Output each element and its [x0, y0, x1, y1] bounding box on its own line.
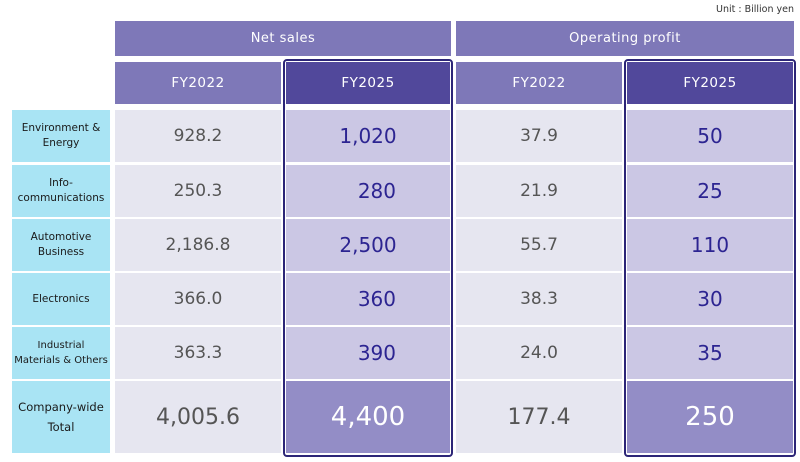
net-sales-fy2025-header: FY2025 — [286, 62, 450, 104]
operating-profit-header: Operating profit — [456, 21, 794, 56]
net-sales-fy2025-value: 360 — [286, 273, 450, 325]
row-label: Industrial Materials & Others — [12, 327, 110, 379]
operating-profit-fy2025-value: 35 — [627, 327, 793, 379]
net-sales-fy2022-header: FY2022 — [115, 62, 281, 104]
net-sales-fy2025-value: 1,020 — [286, 110, 450, 162]
total-net-sales-fy2025-value: 4,400 — [286, 381, 450, 453]
row-label: Info-communications — [12, 165, 110, 217]
operating-profit-fy2025-value: 25 — [627, 165, 793, 217]
operating-profit-fy2022-value: 21.9 — [456, 165, 622, 217]
net-sales-fy2022-value: 363.3 — [115, 327, 281, 379]
net-sales-header: Net sales — [115, 21, 451, 56]
row-label: Automotive Business — [12, 219, 110, 271]
net-sales-fy2022-value: 250.3 — [115, 165, 281, 217]
operating-profit-fy2022-value: 37.9 — [456, 110, 622, 162]
operating-profit-fy2025-header: FY2025 — [627, 62, 793, 104]
total-operating-profit-fy2025-value: 250 — [627, 381, 793, 453]
net-sales-fy2025-value: 280 — [286, 165, 450, 217]
operating-profit-fy2025-value: 110 — [627, 219, 793, 271]
operating-profit-fy2025-value: 30 — [627, 273, 793, 325]
operating-profit-fy2022-value: 38.3 — [456, 273, 622, 325]
row-label: Electronics — [12, 273, 110, 325]
operating-profit-fy2025-value: 50 — [627, 110, 793, 162]
total-operating-profit-fy2022-value: 177.4 — [456, 381, 622, 453]
net-sales-fy2025-value: 2,500 — [286, 219, 450, 271]
net-sales-fy2022-value: 2,186.8 — [115, 219, 281, 271]
total-row-label: Company-wide Total — [12, 381, 110, 453]
net-sales-fy2025-value: 390 — [286, 327, 450, 379]
row-label: Environment & Energy — [12, 110, 110, 162]
operating-profit-fy2022-value: 55.7 — [456, 219, 622, 271]
operating-profit-fy2022-header: FY2022 — [456, 62, 622, 104]
total-net-sales-fy2022-value: 4,005.6 — [115, 381, 281, 453]
net-sales-fy2022-value: 366.0 — [115, 273, 281, 325]
unit-label: Unit : Billion yen — [716, 4, 794, 15]
operating-profit-fy2022-value: 24.0 — [456, 327, 622, 379]
net-sales-fy2022-value: 928.2 — [115, 110, 281, 162]
